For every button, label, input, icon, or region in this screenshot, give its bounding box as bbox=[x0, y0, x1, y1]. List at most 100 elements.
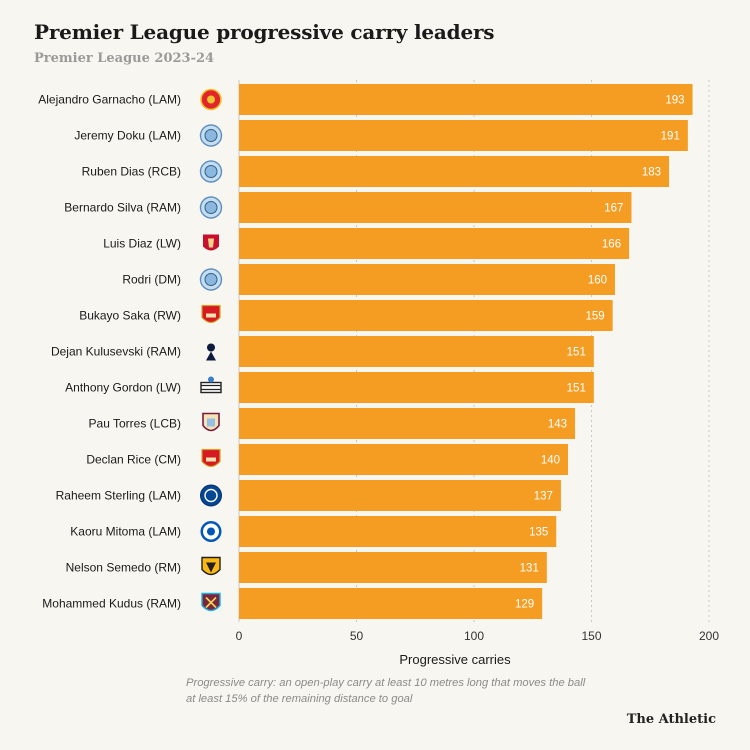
bar bbox=[239, 372, 594, 403]
bar bbox=[239, 264, 615, 295]
bar-value-label: 135 bbox=[529, 527, 548, 539]
man-utd-crest-icon bbox=[200, 88, 222, 111]
bar-row: Bukayo Saka (RW) 159 bbox=[79, 300, 613, 331]
man-city-crest-icon bbox=[199, 196, 223, 219]
aston-villa-crest-icon bbox=[202, 412, 220, 432]
bar-value-label: 137 bbox=[534, 491, 553, 503]
bar bbox=[239, 444, 568, 475]
player-label: Mohammed Kudus (RAM) bbox=[42, 597, 181, 611]
tottenham-crest-icon bbox=[206, 343, 216, 361]
bar bbox=[239, 192, 632, 223]
player-label: Jeremy Doku (LAM) bbox=[74, 129, 181, 143]
bar-row: Raheem Sterling (LAM) 137 bbox=[56, 480, 561, 511]
bar-value-label: 167 bbox=[604, 203, 623, 215]
bar-value-label: 166 bbox=[602, 239, 621, 251]
bar bbox=[239, 552, 547, 583]
bar-value-label: 140 bbox=[541, 455, 560, 467]
chelsea-crest-icon bbox=[200, 484, 222, 507]
bar-row: Dejan Kulusevski (RAM) 151 bbox=[51, 336, 594, 367]
arsenal-crest-icon bbox=[201, 448, 221, 468]
player-label: Ruben Dias (RCB) bbox=[82, 165, 181, 179]
bar bbox=[239, 120, 688, 151]
crest-center bbox=[204, 129, 218, 142]
bar-row: Jeremy Doku (LAM) 191 bbox=[74, 120, 688, 151]
crest-center bbox=[207, 418, 215, 427]
bar bbox=[239, 588, 543, 619]
bar-value-label: 151 bbox=[567, 383, 586, 395]
bar-value-label: 143 bbox=[548, 419, 567, 431]
bar-value-label: 131 bbox=[520, 563, 539, 575]
bar-row: Anthony Gordon (LW) 151 bbox=[65, 372, 594, 403]
bar bbox=[239, 516, 557, 547]
bar-value-label: 193 bbox=[665, 95, 684, 107]
bar-value-label: 160 bbox=[588, 275, 607, 287]
man-city-crest-icon bbox=[199, 124, 223, 147]
bar-value-label: 183 bbox=[642, 167, 661, 179]
bar bbox=[239, 228, 630, 259]
bar bbox=[239, 84, 693, 115]
crest-center bbox=[206, 457, 216, 462]
crest-shape bbox=[207, 343, 215, 352]
crest-center bbox=[208, 238, 214, 248]
player-label: Bukayo Saka (RW) bbox=[79, 309, 181, 323]
bar-row: Luis Diaz (LW) 166 bbox=[103, 228, 630, 259]
x-tick-label: 200 bbox=[699, 629, 719, 643]
bar-value-label: 191 bbox=[661, 131, 680, 143]
player-label: Kaoru Mitoma (LAM) bbox=[70, 525, 181, 539]
bar-row: Declan Rice (CM) 140 bbox=[86, 444, 568, 475]
player-label: Luis Diaz (LW) bbox=[103, 237, 181, 251]
arsenal-crest-icon bbox=[201, 304, 221, 324]
x-tick-label: 50 bbox=[350, 629, 364, 643]
bar-row: Ruben Dias (RCB) 183 bbox=[82, 156, 670, 187]
bar-row: Nelson Semedo (RM) 131 bbox=[66, 552, 547, 583]
crest-center bbox=[205, 596, 217, 609]
crest-shape bbox=[200, 381, 222, 394]
crest-center bbox=[207, 95, 215, 104]
crest-shape bbox=[200, 484, 222, 507]
player-label: Declan Rice (CM) bbox=[86, 453, 181, 467]
bar-row: Mohammed Kudus (RAM) 129 bbox=[42, 588, 543, 619]
bar-chart: 0 50 100 150 200 Progressive carries Alejandro… bbox=[38, 80, 719, 667]
definition-note-line-1: Progressive carry: an open-play carry at… bbox=[186, 677, 586, 689]
bar-row: Pau Torres (LCB) 143 bbox=[89, 408, 576, 439]
crest-stripes bbox=[201, 384, 221, 391]
bar bbox=[239, 408, 576, 439]
x-axis-title: Progressive carries bbox=[399, 652, 511, 667]
crest-center bbox=[206, 313, 216, 318]
x-tick-label: 100 bbox=[464, 629, 484, 643]
crest-center bbox=[204, 201, 218, 214]
x-tick-label: 0 bbox=[236, 629, 243, 643]
bar-value-label: 159 bbox=[585, 311, 604, 323]
newcastle-crest-icon bbox=[200, 376, 222, 394]
player-label: Rodri (DM) bbox=[122, 273, 181, 287]
crest-center bbox=[204, 273, 218, 286]
bar-value-label: 151 bbox=[567, 347, 586, 359]
man-city-crest-icon bbox=[199, 268, 223, 291]
x-tick-label: 150 bbox=[581, 629, 601, 643]
definition-note: Progressive carry: an open-play carry at… bbox=[186, 675, 656, 707]
player-label: Raheem Sterling (LAM) bbox=[56, 489, 181, 503]
chart-title: Premier League progressive carry leaders bbox=[34, 20, 495, 44]
crest-center bbox=[206, 562, 216, 573]
crest-center bbox=[206, 351, 216, 361]
crest-center bbox=[207, 527, 215, 536]
west-ham-crest-icon bbox=[201, 592, 221, 612]
bar-row: Alejandro Garnacho (LAM) 193 bbox=[38, 84, 693, 115]
man-city-crest-icon bbox=[199, 160, 223, 183]
player-label: Nelson Semedo (RM) bbox=[66, 561, 181, 575]
player-label: Anthony Gordon (LW) bbox=[65, 381, 181, 395]
bar-row: Bernardo Silva (RAM) 167 bbox=[64, 192, 632, 223]
bar bbox=[239, 156, 670, 187]
player-label: Dejan Kulusevski (RAM) bbox=[51, 345, 181, 359]
bar-value-label: 129 bbox=[515, 599, 534, 611]
player-label: Bernardo Silva (RAM) bbox=[64, 201, 181, 215]
bar-row: Kaoru Mitoma (LAM) 135 bbox=[70, 516, 557, 547]
player-label: Alejandro Garnacho (LAM) bbox=[38, 93, 181, 107]
crest-center bbox=[204, 488, 218, 503]
wolves-crest-icon bbox=[201, 556, 221, 576]
chart-subtitle: Premier League 2023-24 bbox=[34, 51, 215, 66]
player-label: Pau Torres (LCB) bbox=[89, 417, 181, 431]
brighton-crest-icon bbox=[200, 521, 222, 542]
liverpool-crest-icon bbox=[203, 234, 219, 251]
brand-logo: The Athletic bbox=[626, 712, 716, 727]
